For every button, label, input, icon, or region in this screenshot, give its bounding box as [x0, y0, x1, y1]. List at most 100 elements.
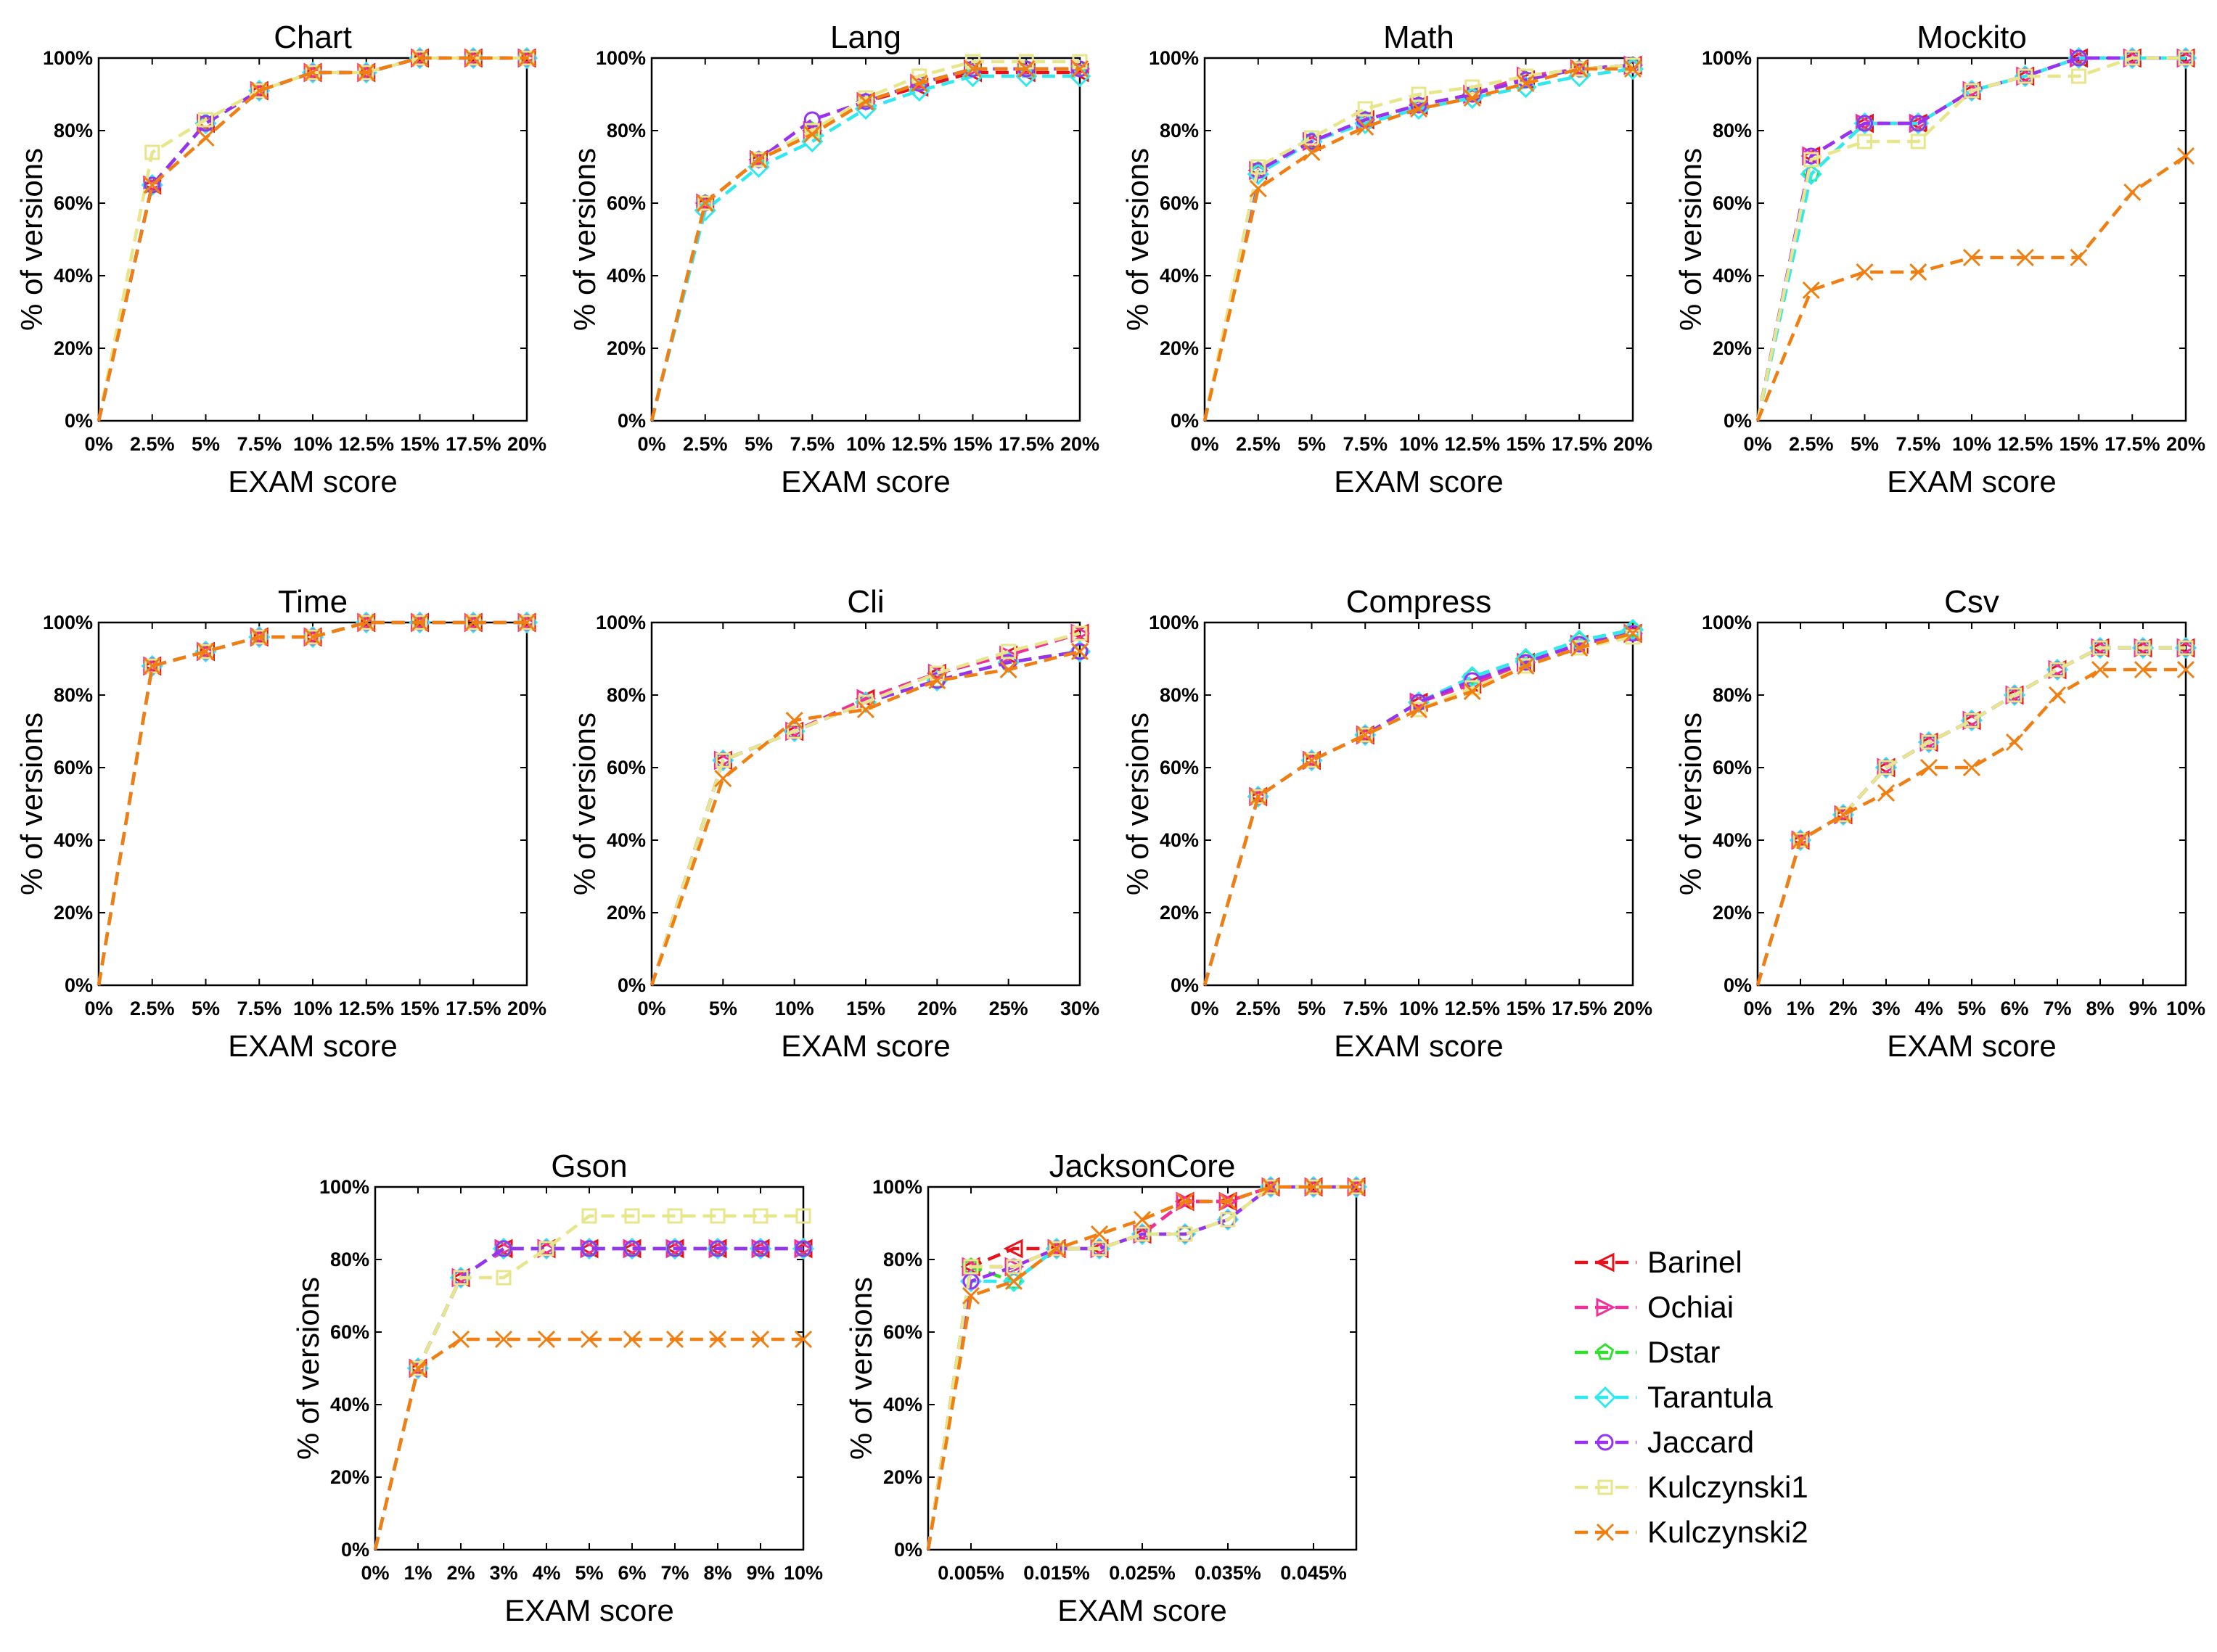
- marker-kulczynski2: [411, 613, 429, 632]
- marker-kulczynski1: [538, 1241, 554, 1257]
- marker-kulczynski1: [1835, 807, 1851, 823]
- y-tick-label: 60%: [883, 1321, 922, 1343]
- series-line-barinel: [97, 56, 527, 422]
- y-tick-label: 60%: [1713, 757, 1752, 778]
- marker-kulczynski1: [1263, 1179, 1279, 1195]
- y-tick-label: 20%: [607, 902, 646, 924]
- series-dstar: [97, 49, 536, 422]
- y-tick-label: 60%: [607, 192, 646, 214]
- x-tick-label: 0%: [1190, 998, 1218, 1019]
- x-tick-label: 9%: [746, 1562, 774, 1584]
- y-tick-label: 0%: [618, 974, 646, 996]
- x-tick-label: 9%: [2128, 998, 2157, 1019]
- series-kulczynski2: [649, 642, 1089, 986]
- y-tick-label: 40%: [1160, 265, 1199, 287]
- x-axis-label: EXAM score: [228, 1029, 397, 1063]
- marker-kulczynski1: [251, 629, 267, 645]
- marker-kulczynski2: [1047, 1239, 1066, 1258]
- series-line-tarantula: [1202, 628, 1634, 986]
- series-line-kulczynski1: [373, 1214, 803, 1550]
- plot-frame: [1756, 57, 2187, 422]
- y-tick-label: 80%: [1713, 684, 1752, 706]
- marker-kulczynski2: [451, 1330, 470, 1349]
- x-tick-label: 0.015%: [1023, 1562, 1090, 1584]
- series-line-jaccard: [1755, 56, 2186, 422]
- x-axis-label: EXAM score: [1887, 464, 2056, 498]
- marker-kulczynski1: [410, 1360, 426, 1376]
- marker-barinel: [1594, 1252, 1615, 1273]
- y-tick-label: 0%: [65, 410, 93, 432]
- y-axis-label: % of versions: [15, 148, 49, 331]
- marker-kulczynski2: [1004, 1272, 1023, 1291]
- y-tick-label: 60%: [607, 757, 646, 778]
- y-tick-label: 40%: [54, 265, 93, 287]
- x-tick-label: 7.5%: [237, 998, 282, 1019]
- legend-item-tarantula: Tarantula: [1575, 1380, 1773, 1414]
- series-line-ochiai: [373, 1246, 803, 1550]
- y-tick-label: 40%: [1160, 829, 1199, 851]
- marker-kulczynski2: [1791, 831, 1810, 850]
- y-tick-label: 20%: [1160, 337, 1199, 359]
- y-axis-label: % of versions: [1673, 148, 1708, 331]
- series-jaccard: [1755, 49, 2195, 422]
- y-tick-label: 60%: [54, 757, 93, 778]
- x-axis-label: EXAM score: [781, 1029, 950, 1063]
- chart-panel-csv: 0% 20% 40% 60% 80% 100% 0% 1% 2% 3% 4% 5% 6% 7% 8% 9% 10…: [1673, 584, 2205, 1063]
- chart-title: Math: [1383, 20, 1454, 55]
- x-tick-label: 12.5%: [1997, 433, 2053, 455]
- marker-kulczynski1: [1625, 57, 1641, 73]
- y-tick-label: 100%: [43, 612, 93, 633]
- legend-label: Ochiai: [1647, 1290, 1734, 1324]
- marker-kulczynski2: [1517, 657, 1535, 675]
- marker-tarantula: [1800, 163, 1822, 186]
- marker-kulczynski1: [1304, 752, 1319, 768]
- x-tick-label: 10%: [293, 433, 332, 455]
- chart-panel-gson: 0% 20% 40% 60% 80% 100% 0% 1% 2% 3% 4% 5% 6% 7% 8% 9% 10…: [291, 1148, 823, 1627]
- x-tick-label: 10%: [1399, 998, 1438, 1019]
- marker-kulczynski1: [1803, 152, 1819, 168]
- x-tick-label: 5%: [1298, 998, 1326, 1019]
- marker-kulczynski2: [856, 92, 875, 111]
- marker-kulczynski1: [1220, 1212, 1236, 1228]
- marker-jaccard: [2070, 49, 2087, 67]
- marker-kulczynski2: [1623, 624, 1642, 643]
- y-tick-label: 0%: [1724, 410, 1752, 432]
- marker-jaccard: [581, 1240, 598, 1257]
- series-jaccard: [97, 614, 536, 986]
- x-tick-label: 0.025%: [1109, 1562, 1176, 1584]
- marker-kulczynski2: [1409, 700, 1428, 719]
- series-tarantula: [1202, 618, 1644, 986]
- y-tick-label: 80%: [1160, 120, 1199, 141]
- series-line-tarantula: [373, 1246, 803, 1550]
- series-line-barinel: [649, 631, 1081, 986]
- marker-kulczynski1: [2049, 662, 2065, 678]
- marker-kulczynski2: [1070, 642, 1089, 661]
- marker-kulczynski2: [1347, 1178, 1366, 1196]
- series-kulczynski2: [1755, 147, 2195, 422]
- x-tick-label: 5%: [192, 433, 220, 455]
- chart-title: Gson: [551, 1148, 627, 1184]
- chart-panel-jacksoncore: 0% 20% 40% 60% 80% 100% 0.005% 0.015% 0.025% 0.03…: [844, 1148, 1368, 1627]
- marker-kulczynski2: [464, 49, 483, 67]
- marker-kulczynski2: [2070, 248, 2088, 267]
- marker-kulczynski2: [464, 613, 483, 632]
- y-tick-label: 0%: [1724, 974, 1752, 996]
- x-tick-label: 30%: [1060, 998, 1099, 1019]
- marker-kulczynski2: [1090, 1225, 1109, 1244]
- y-tick-label: 0%: [1171, 410, 1199, 432]
- marker-kulczynski2: [2048, 686, 2067, 704]
- x-axis-label: EXAM score: [781, 464, 950, 498]
- marker-kulczynski1: [1049, 1241, 1065, 1257]
- series-tarantula: [1755, 636, 2197, 986]
- y-tick-label: 80%: [883, 1249, 922, 1270]
- marker-kulczynski2: [1303, 751, 1321, 770]
- chart-title: Mockito: [1917, 20, 2027, 55]
- series-barinel: [97, 612, 536, 986]
- marker-kulczynski1: [858, 90, 874, 106]
- x-tick-label: 10%: [846, 433, 885, 455]
- marker-kulczynski1: [667, 1208, 683, 1224]
- series-line-barinel: [373, 1246, 803, 1550]
- marker-kulczynski2: [517, 613, 536, 632]
- plot-frame: [1756, 621, 2187, 987]
- marker-kulczynski2: [1176, 1192, 1194, 1211]
